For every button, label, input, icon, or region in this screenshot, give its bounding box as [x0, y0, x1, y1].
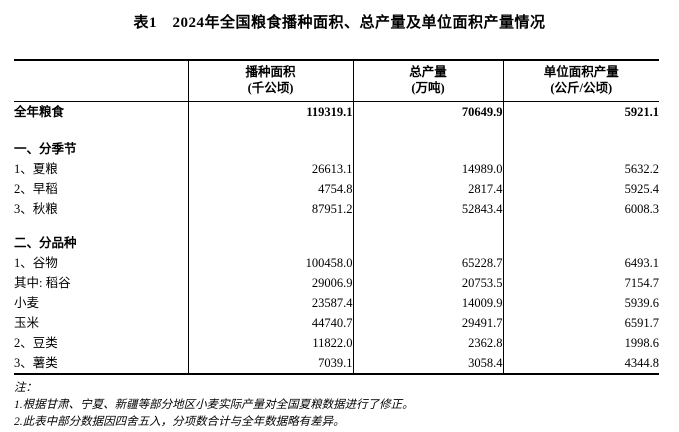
table-header: 播种面积 (千公顷) 总产量 (万吨) 单位面积产量 (公斤/公顷) [14, 60, 659, 102]
table-row: 二、分品种 [14, 233, 659, 253]
row-value-3: 6008.3 [502, 198, 659, 219]
row-value-2: 14989.0 [352, 158, 503, 179]
row-label: 1、谷物 [14, 255, 58, 270]
table-row: 小麦 23587.4 14009.9 5939.6 [14, 292, 659, 313]
row-value-1: 26613.1 [187, 158, 353, 179]
table-row: 1、夏粮 26613.1 14989.0 5632.2 [14, 158, 659, 179]
row-label: 玉米 [14, 315, 40, 330]
row-label: 全年粮食 [14, 104, 65, 119]
row-value-3 [502, 139, 659, 159]
row-value-1 [187, 218, 353, 234]
row-value-2: 20753.5 [352, 272, 503, 293]
row-label: 1、夏粮 [14, 161, 58, 176]
row-value-3: 5939.6 [502, 292, 659, 313]
row-value-3: 6591.7 [502, 312, 659, 333]
row-value-3: 5925.4 [502, 178, 659, 199]
column-header-2: 总产量 (万吨) [352, 60, 503, 102]
row-value-3: 6493.1 [502, 252, 659, 273]
row-value-1: 100458.0 [187, 252, 353, 273]
note-item-1: 1.根据甘肃、宁夏、新疆等部分地区小麦实际产量对全国夏粮数据进行了修正。 [14, 398, 414, 411]
column-label: 总产量 [409, 65, 447, 79]
table-row: 3、薯类 7039.1 3058.4 4344.8 [14, 352, 659, 374]
row-value-2: 65228.7 [352, 252, 503, 273]
row-value-1: 44740.7 [187, 312, 353, 333]
table-title: 表1 2024年全国粮食播种面积、总产量及单位面积产量情况 [133, 15, 546, 31]
row-label: 3、秋粮 [14, 201, 58, 216]
row-value-3 [502, 124, 659, 140]
row-value-2: 52843.4 [352, 198, 503, 219]
row-value-2 [352, 233, 503, 253]
table-row: 一、分季节 [14, 139, 659, 159]
row-label: 2、早稻 [14, 181, 58, 196]
spacer-row [14, 218, 659, 234]
row-value-1 [187, 233, 353, 253]
row-label: 其中: 稻谷 [14, 275, 71, 290]
table-row: 3、秋粮 87951.2 52843.4 6008.3 [14, 198, 659, 219]
column-label: 播种面积 [245, 65, 296, 79]
row-value-3: 5921.1 [502, 101, 659, 125]
row-value-1 [187, 139, 353, 159]
row-value-1: 119319.1 [187, 101, 353, 125]
row-label [14, 125, 188, 140]
row-label: 2、豆类 [14, 335, 58, 350]
row-value-3: 4344.8 [502, 352, 659, 374]
row-label: 二、分品种 [14, 235, 77, 250]
row-value-2 [352, 218, 503, 234]
row-label: 一、分季节 [14, 141, 77, 156]
row-value-2: 2817.4 [352, 178, 503, 199]
row-value-1: 23587.4 [187, 292, 353, 313]
row-value-3 [502, 233, 659, 253]
row-value-2 [352, 139, 503, 159]
row-value-2: 3058.4 [352, 352, 503, 374]
notes-label: 注： [14, 381, 37, 394]
column-unit: (万吨) [411, 81, 445, 96]
row-value-1 [187, 124, 353, 140]
row-value-2: 2362.8 [352, 332, 503, 353]
row-value-2: 29491.7 [352, 312, 503, 333]
row-value-1: 87951.2 [187, 198, 353, 219]
column-header-3: 单位面积产量 (公斤/公顷) [502, 60, 659, 102]
row-value-1: 29006.9 [187, 272, 353, 293]
grain-table: 播种面积 (千公顷) 总产量 (万吨) 单位面积产量 (公斤/公顷) 全年粮食 119319… [14, 59, 659, 375]
header-row: 播种面积 (千公顷) 总产量 (万吨) 单位面积产量 (公斤/公顷) [14, 60, 659, 102]
row-label [14, 219, 188, 234]
table-row: 玉米 44740.7 29491.7 6591.7 [14, 312, 659, 333]
table-row: 1、谷物 100458.0 65228.7 6493.1 [14, 252, 659, 273]
row-value-1: 4754.8 [187, 178, 353, 199]
row-value-2: 70649.9 [352, 101, 503, 125]
table-row: 全年粮食 119319.1 70649.9 5921.1 [14, 101, 659, 125]
row-value-1: 11822.0 [187, 332, 353, 353]
spacer-row [14, 124, 659, 140]
column-header-1: 播种面积 (千公顷) [187, 60, 353, 102]
row-label: 3、薯类 [14, 355, 58, 370]
row-value-3: 5632.2 [502, 158, 659, 179]
row-value-1: 7039.1 [187, 352, 353, 374]
table-row: 其中: 稻谷 29006.9 20753.5 7154.7 [14, 272, 659, 293]
row-value-3: 7154.7 [502, 272, 659, 293]
note-item-2: 2.此表中部分数据因四舍五入，分项数合计与全年数据略有差异。 [14, 415, 345, 428]
table-row: 2、早稻 4754.8 2817.4 5925.4 [14, 178, 659, 199]
column-label: 单位面积产量 [543, 65, 619, 79]
row-value-2: 14009.9 [352, 292, 503, 313]
column-unit: (千公顷) [247, 81, 294, 96]
row-value-2 [352, 124, 503, 140]
row-label: 小麦 [14, 295, 40, 310]
column-unit: (公斤/公顷) [550, 81, 613, 96]
table-body: 全年粮食 119319.1 70649.9 5921.1 一、分季节 1、夏粮 26613.… [14, 101, 659, 374]
row-value-3 [502, 218, 659, 234]
row-value-3: 1998.6 [502, 332, 659, 353]
notes: 注： 1.根据甘肃、宁夏、新疆等部分地区小麦实际产量对全国夏粮数据进行了修正。 … [14, 380, 679, 431]
table-row: 2、豆类 11822.0 2362.8 1998.6 [14, 332, 659, 353]
corner-cell [14, 60, 188, 102]
